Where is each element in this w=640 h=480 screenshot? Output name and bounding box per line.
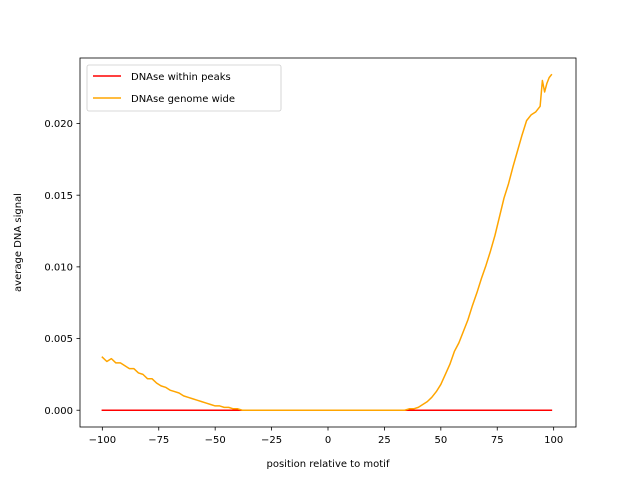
x-tick-label: 100 (544, 435, 563, 446)
legend-label-within-peaks: DNAse within peaks (131, 72, 231, 83)
legend: DNAse within peaks DNAse genome wide (86, 64, 282, 112)
x-axis: −100 −75 −50 −25 0 25 50 75 100 (89, 427, 563, 446)
y-tick-label: 0.005 (44, 334, 73, 345)
series-line-genome-wide (101, 73, 553, 411)
x-tick-label: −100 (89, 435, 116, 446)
x-tick-label: 50 (434, 435, 447, 446)
x-tick-label: 75 (491, 435, 504, 446)
x-tick-label: −25 (261, 435, 282, 446)
x-axis-label: position relative to motif (267, 459, 390, 470)
y-axis: 0.000 0.005 0.010 0.015 0.020 (44, 119, 80, 417)
y-tick-label: 0.000 (44, 406, 73, 417)
y-tick-label: 0.015 (44, 191, 73, 202)
series-layer (101, 73, 553, 411)
y-tick-label: 0.010 (44, 262, 73, 273)
legend-frame (86, 64, 282, 112)
x-tick-label: −75 (148, 435, 169, 446)
x-tick-label: 0 (325, 435, 331, 446)
legend-label-genome-wide: DNAse genome wide (131, 94, 235, 105)
y-axis-label: average DNA signal (13, 193, 24, 292)
x-tick-label: 25 (378, 435, 391, 446)
y-tick-label: 0.020 (44, 119, 73, 130)
x-tick-label: −50 (205, 435, 226, 446)
